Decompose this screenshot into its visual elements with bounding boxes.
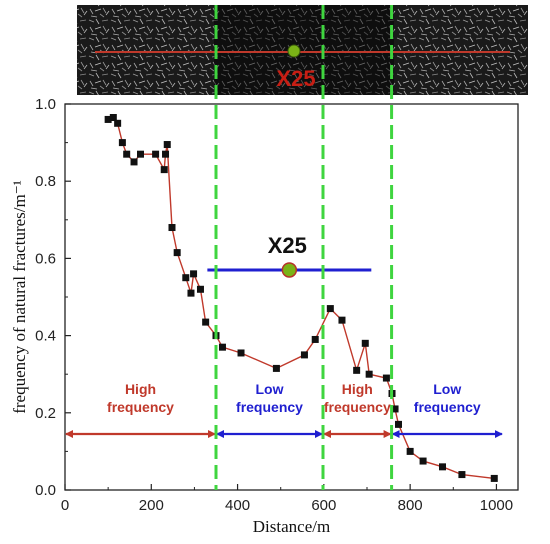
fracture-map-image: X25 xyxy=(77,5,528,95)
segment-label-2: Low xyxy=(255,381,283,397)
data-point xyxy=(406,447,414,455)
data-point xyxy=(160,166,168,174)
segment-label-3: High xyxy=(342,381,373,397)
data-point xyxy=(326,305,334,313)
data-point xyxy=(419,457,427,465)
data-point xyxy=(130,158,138,166)
y-tick-label: 0.4 xyxy=(35,328,56,345)
y-tick-label: 1.0 xyxy=(35,96,56,113)
data-point xyxy=(182,274,190,282)
x-tick-label: 1000 xyxy=(480,497,513,514)
x-tick-label: 800 xyxy=(398,497,423,514)
data-point xyxy=(196,285,204,293)
plot-area: 0 200 400 600 800 1000 0.0 0.2 0.4 0.6 0.8 1.0 Dista… xyxy=(10,96,519,536)
segment-label-3: frequency xyxy=(324,399,391,415)
data-point xyxy=(190,270,198,278)
well-marker xyxy=(281,262,298,278)
segment-label-1: frequency xyxy=(107,399,174,415)
data-point xyxy=(394,420,402,428)
y-axis-title: frequency of natural fractures/m⁻¹ xyxy=(10,180,29,414)
x-axis-title: Distance/m xyxy=(253,517,330,536)
data-point xyxy=(439,463,446,471)
data-point xyxy=(353,366,361,374)
data-point xyxy=(152,150,160,158)
data-point xyxy=(218,343,226,351)
segment-label-4: frequency xyxy=(414,399,481,415)
data-point xyxy=(137,150,144,158)
data-point xyxy=(162,150,170,158)
data-point xyxy=(458,471,466,479)
data-point xyxy=(173,249,181,257)
data-point xyxy=(272,364,280,372)
segment-label-1: High xyxy=(125,381,156,397)
data-point xyxy=(109,114,117,122)
data-point xyxy=(118,139,126,147)
data-point xyxy=(365,370,373,378)
y-tick-label: 0.6 xyxy=(35,250,56,267)
well-marker-top xyxy=(287,44,301,58)
y-tick-label: 0.8 xyxy=(35,173,56,190)
data-point xyxy=(187,289,195,297)
data-point xyxy=(382,374,390,382)
well-label: X25 xyxy=(268,233,307,258)
data-point xyxy=(104,115,112,123)
x-tick-label: 600 xyxy=(311,497,336,514)
data-point xyxy=(300,351,308,359)
data-point xyxy=(123,150,131,158)
data-point xyxy=(361,339,369,347)
data-point xyxy=(338,316,346,324)
data-point xyxy=(168,224,176,232)
data-point xyxy=(490,474,498,482)
x-tick-label: 0 xyxy=(61,497,69,514)
data-point xyxy=(202,318,210,326)
fracture-map-background xyxy=(77,5,528,95)
y-tick-label: 0.0 xyxy=(35,482,56,499)
segment-label-4: Low xyxy=(433,381,461,397)
data-point xyxy=(114,119,122,127)
segment-label-2: frequency xyxy=(236,399,303,415)
y-tick-label: 0.2 xyxy=(35,405,56,422)
data-point xyxy=(311,335,319,343)
low-frequency-zone-shade xyxy=(214,5,394,95)
x-tick-label: 200 xyxy=(139,497,164,514)
x-tick-label: 400 xyxy=(225,497,250,514)
well-label-top: X25 xyxy=(276,66,315,91)
data-point xyxy=(237,349,245,357)
data-point xyxy=(391,405,399,413)
data-point xyxy=(163,141,171,149)
